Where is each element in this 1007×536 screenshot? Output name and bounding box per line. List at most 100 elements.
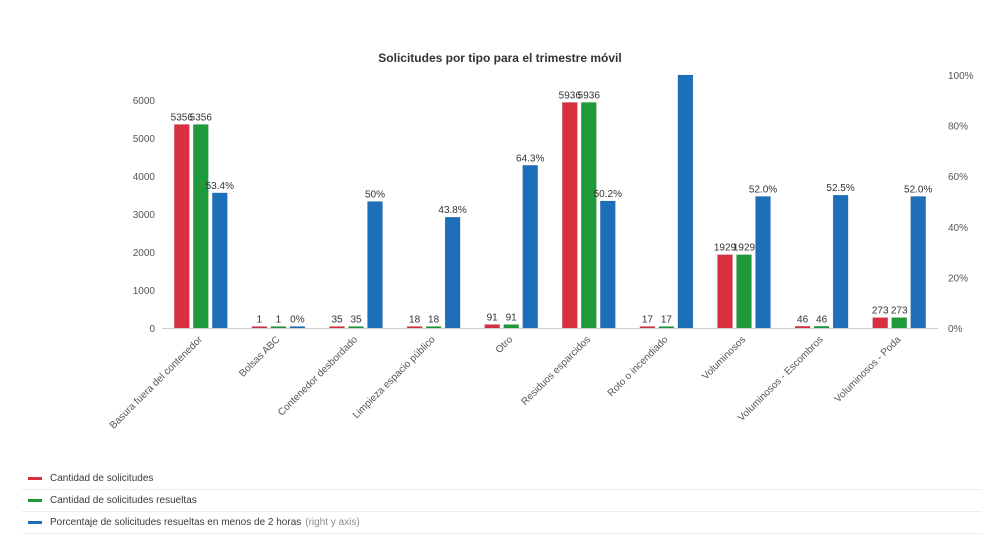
- bar-value-label: 35: [331, 315, 343, 326]
- bar-porcentaje: [910, 196, 926, 329]
- right-y-axis: 0% 20% 40% 60% 80% 100%: [948, 71, 974, 335]
- left-axis-tick-label: 6000: [133, 96, 156, 107]
- bar-resueltas: [658, 326, 675, 329]
- left-axis-tick-label: 4000: [133, 172, 156, 183]
- x-axis: Basura fuera del contenedor Bolsas ABCCon…: [108, 328, 938, 431]
- bar-value-label: 17: [661, 315, 673, 326]
- left-axis-tick-label: 1000: [133, 286, 156, 297]
- bar-resueltas: [348, 326, 364, 329]
- bar-value-label: 5356: [171, 112, 194, 123]
- bar-resueltas: [813, 326, 830, 329]
- bar-cantidad: [484, 324, 500, 329]
- right-axis-tick-label: 40%: [948, 223, 968, 234]
- bar-value-label: 43.8%: [438, 205, 466, 216]
- bar-value-label: 5936: [578, 90, 601, 101]
- bar-value-label: 91: [506, 313, 518, 324]
- bar-resueltas: [891, 317, 907, 329]
- bar-porcentaje: [832, 194, 849, 329]
- bar-value-label: 46: [816, 314, 828, 325]
- bar-value-label: 52.0%: [904, 184, 932, 195]
- bar-value-label: 46: [797, 314, 809, 325]
- bar-value-label: 1: [276, 315, 282, 326]
- legend-swatch-green: [28, 499, 42, 502]
- legend-swatch-blue: [28, 521, 42, 524]
- left-axis-tick-label: 3000: [133, 210, 156, 221]
- bar-cantidad: [794, 326, 811, 329]
- legend-label: Porcentaje de solicitudes resueltas en m…: [50, 517, 302, 528]
- legend-axis-note: (right y axis): [305, 517, 360, 528]
- bar-porcentaje: [289, 326, 306, 329]
- legend-label: Cantidad de solicitudes: [50, 473, 154, 484]
- bar-cantidad: [329, 326, 345, 329]
- bar-resueltas: [193, 124, 209, 329]
- bar-resueltas: [270, 326, 287, 329]
- bar-value-label: 1929: [733, 243, 756, 254]
- x-axis-tick-label: Otro: [494, 334, 516, 356]
- bar-value-label: 1: [257, 315, 263, 326]
- bar-value-label: 52.0%: [749, 184, 777, 195]
- x-axis-tick-label: Contenedor desbordado: [276, 334, 360, 418]
- bar-cantidad: [251, 326, 268, 329]
- right-axis-tick-label: 20%: [948, 273, 968, 284]
- bar-cantidad: [174, 124, 190, 329]
- bar-value-label: 17: [642, 315, 654, 326]
- x-axis-tick-label: Residuos esparcidos: [520, 334, 593, 407]
- bar-cantidad: [717, 254, 733, 329]
- bar-value-label: 1929: [714, 243, 737, 254]
- bar-value-label: 5356: [190, 112, 213, 123]
- right-axis-tick-label: 0%: [948, 324, 963, 335]
- x-axis-tick-label: Limpieza espacio público: [351, 334, 438, 421]
- bar-resueltas: [425, 326, 442, 329]
- left-axis-tick-label: 5000: [133, 134, 156, 145]
- bar-porcentaje: [522, 165, 538, 329]
- x-axis-tick-label: Voluminosos - Escombros: [736, 334, 826, 424]
- legend-item-cantidad-resueltas[interactable]: Cantidad de solicitudes resueltas: [22, 490, 982, 512]
- bar-value-label: 5936: [559, 90, 582, 101]
- x-axis-tick-label: Roto o incendiado: [606, 334, 671, 399]
- bar-cantidad: [562, 102, 578, 329]
- right-axis-tick-label: 60%: [948, 172, 968, 183]
- legend-swatch-red: [28, 477, 42, 480]
- x-axis-tick-label: Voluminosos: [700, 334, 748, 382]
- bar-value-label: 64.3%: [516, 153, 544, 164]
- bar-value-label: 50%: [365, 190, 385, 201]
- x-axis-tick-label: Bolsas ABC: [237, 334, 282, 379]
- x-axis-tick-label: Voluminosos - Poda: [833, 334, 904, 405]
- bar-cantidad: [639, 326, 656, 329]
- bar-value-label: 50.2%: [594, 189, 622, 200]
- bar-value-label: 91: [487, 313, 499, 324]
- left-axis-tick-label: 0: [149, 324, 155, 335]
- bar-value-label: 35: [350, 315, 362, 326]
- bars-group: [174, 74, 926, 329]
- bar-resueltas: [581, 102, 597, 329]
- bar-resueltas: [736, 254, 752, 329]
- bar-value-label: 53.4%: [206, 181, 234, 192]
- bar-porcentaje: [677, 74, 694, 329]
- legend-item-cantidad-solicitudes[interactable]: Cantidad de solicitudes: [22, 468, 982, 490]
- bar-value-label: 18: [409, 315, 421, 326]
- bar-resueltas: [503, 324, 519, 329]
- legend: Cantidad de solicitudes Cantidad de soli…: [22, 468, 982, 534]
- bar-cantidad: [872, 317, 888, 329]
- bar-porcentaje: [444, 216, 461, 329]
- bar-porcentaje: [600, 200, 616, 329]
- bar-value-label: 273: [891, 306, 908, 317]
- chart-title: Solicitudes por tipo para el trimestre m…: [378, 51, 621, 65]
- bar-value-label: 52.5%: [826, 183, 854, 194]
- bar-value-label: 18: [428, 315, 440, 326]
- legend-label: Cantidad de solicitudes resueltas: [50, 495, 197, 506]
- left-y-axis: 0 1000 2000 3000 4000 5000 6000: [133, 96, 156, 335]
- bar-value-label: 0%: [290, 315, 305, 326]
- right-axis-tick-label: 100%: [948, 71, 974, 82]
- x-axis-tick-label: Basura fuera del contenedor: [108, 334, 205, 431]
- right-axis-tick-label: 80%: [948, 122, 968, 133]
- bar-porcentaje: [212, 192, 228, 329]
- bar-porcentaje: [755, 196, 771, 329]
- bar-value-label: 273: [872, 306, 889, 317]
- bar-cantidad: [406, 326, 423, 329]
- bar-porcentaje: [367, 201, 383, 329]
- left-axis-tick-label: 2000: [133, 248, 156, 259]
